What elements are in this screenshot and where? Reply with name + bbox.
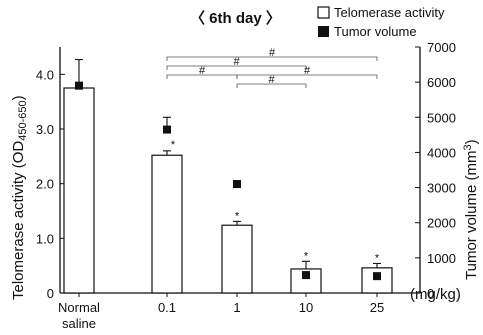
y-right-tick-label: 5000 [427,110,456,125]
tumor-volume-marker [373,272,381,281]
comparison-bracket [236,74,378,79]
bars: * * * * [63,59,393,294]
y-left-label: Telomerase activity (OD450-650) [10,95,29,300]
telomerase-bar [151,154,183,294]
significance-brackets: # # # # # [166,47,378,88]
tumor-volume-marker [302,271,310,280]
y-left-tick-label: 2.0 [36,177,54,192]
hash-mark: # [304,65,311,77]
y-left-tick-label: 1.0 [36,231,54,246]
telomerase-bar [63,87,95,294]
y-right-tick-label: 0 [427,286,434,301]
y-left-label-main: Telomerase activity (OD [10,141,27,300]
legend-filled-square [318,26,329,37]
x-tick-label: 10 [299,300,313,315]
significance-star: * [171,139,176,151]
y-right-label-end: ) [463,139,480,144]
hash-mark: # [233,56,240,68]
x-tick-label: Normal [58,300,100,315]
x-tick-label: 1 [233,300,240,315]
chart-title: 〈 6th day 〉 [190,9,281,27]
legend-open-square [317,6,330,19]
y-left-tick-label: 4.0 [36,67,54,82]
y-right-tick-label: 7000 [427,40,456,55]
x-unit-label: (mg/kg) [410,286,461,303]
x-tick-label-line2: saline [62,316,96,331]
axes: 0 1.0 2.0 3.0 4.0 0 1000 2000 3000 4000 5000 6000 70… [36,40,456,331]
legend: Telomerase activity Tumor volume [317,5,445,39]
comparison-bracket [166,56,378,61]
y-left-tick-label: 3.0 [36,122,54,137]
telomerase-bar [361,267,393,294]
comparison-bracket [236,83,307,88]
legend-label-telomerase: Telomerase activity [334,5,445,20]
y-right-tick-label: 2000 [427,216,456,231]
y-right-tick-label: 6000 [427,75,456,90]
hash-mark: # [269,47,276,59]
y-right-tick-label: 1000 [427,251,456,266]
y-right-label-main: Tumor volume (mm [463,151,480,280]
significance-star: * [375,252,380,264]
y-right-tick-label: 4000 [427,145,456,160]
significance-star: * [235,210,240,222]
hash-mark: # [199,65,206,77]
significance-star: * [304,250,309,262]
tumor-volume-marker [75,81,83,90]
y-left-tick-label: 0 [47,286,54,301]
x-tick-label: 0.1 [158,300,176,315]
y-left-label-end: ) [10,95,27,100]
y-right-label: Tumor volume (mm3) [462,139,480,280]
tumor-volume-marker [233,180,241,189]
y-right-tick-label: 3000 [427,181,456,196]
x-tick-label: 25 [370,300,384,315]
telomerase-bar [221,224,253,294]
y-right-label-sup: 3 [462,144,474,150]
comparison-bracket [166,65,307,70]
hash-mark: # [268,74,275,86]
markers [75,81,381,281]
y-left-label-sub: 450-650 [17,100,29,140]
tumor-volume-marker [163,125,171,134]
legend-label-tumor-volume: Tumor volume [334,24,417,39]
